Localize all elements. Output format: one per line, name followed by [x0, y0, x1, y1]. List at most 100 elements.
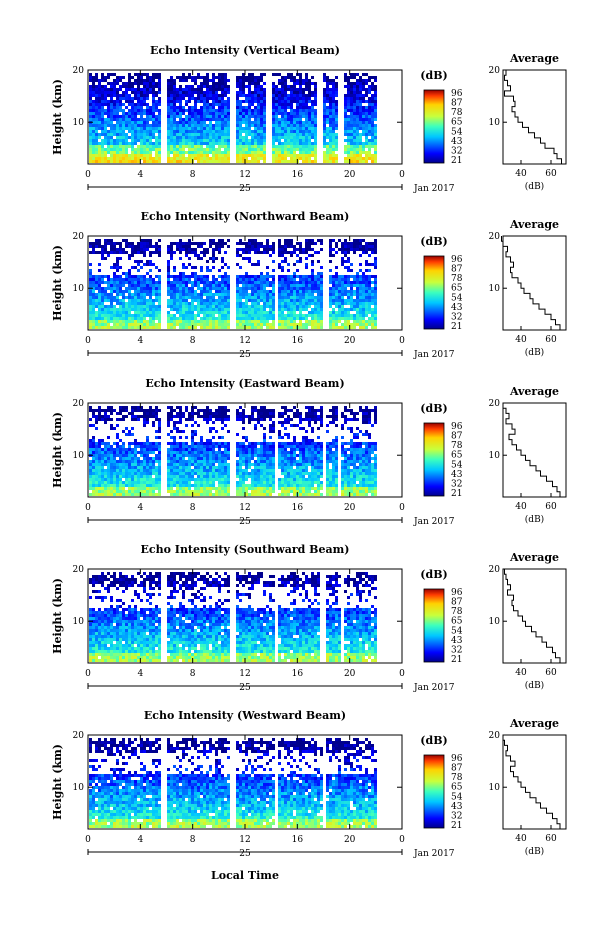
heatmap-cell — [227, 266, 230, 269]
heatmap-cell — [227, 326, 230, 329]
heatmap-cell — [362, 320, 365, 323]
heatmap-cell — [260, 118, 263, 121]
heatmap-cell — [335, 100, 338, 103]
heatmap-cell — [107, 326, 110, 329]
heatmap-cell — [263, 296, 266, 299]
heatmap-cell — [137, 154, 140, 157]
heatmap-cell — [122, 103, 125, 106]
heatmap-cell — [356, 317, 359, 320]
heatmap-cell — [140, 266, 143, 269]
heatmap-cell — [329, 106, 332, 109]
heatmap-cell — [254, 79, 257, 82]
heatmap-cell — [359, 293, 362, 296]
heatmap-cell — [143, 445, 146, 448]
heatmap-cell — [149, 490, 152, 493]
heatmap-cell — [368, 287, 371, 290]
heatmap-cell — [194, 106, 197, 109]
heatmap-cell — [317, 287, 320, 290]
heatmap-cell — [134, 326, 137, 329]
heatmap-cell — [248, 154, 251, 157]
heatmap-cell — [89, 85, 92, 88]
heatmap-cell — [245, 251, 248, 254]
heatmap-cell — [194, 115, 197, 118]
heatmap-cell — [248, 145, 251, 148]
heatmap-cell — [176, 121, 179, 124]
heatmap-cell — [221, 118, 224, 121]
heatmap-cell — [185, 142, 188, 145]
heatmap-cell — [248, 127, 251, 130]
heatmap-cell — [137, 242, 140, 245]
heatmap-cell — [104, 251, 107, 254]
heatmap-cell — [344, 323, 347, 326]
heatmap-cell — [89, 269, 92, 272]
heatmap-cell — [194, 145, 197, 148]
heatmap-cell — [347, 136, 350, 139]
heatmap-cell — [248, 248, 251, 251]
heatmap-cell — [227, 296, 230, 299]
heatmap-cell — [176, 151, 179, 154]
heatmap-cell — [284, 278, 287, 281]
heatmap-cell — [227, 100, 230, 103]
heatmap-cell — [254, 326, 257, 329]
heatmap-cell — [347, 248, 350, 251]
heatmap-cell — [368, 269, 371, 272]
heatmap-cell — [281, 248, 284, 251]
heatmap-cell — [212, 106, 215, 109]
heatmap-cell — [224, 148, 227, 151]
heatmap-cell — [200, 257, 203, 260]
heatmap-cell — [212, 160, 215, 163]
heatmap-cell — [152, 412, 155, 415]
heatmap-cell — [98, 469, 101, 472]
heatmap-cell — [158, 79, 161, 82]
heatmap-cell — [368, 281, 371, 284]
heatmap-cell — [167, 460, 170, 463]
heatmap-cell — [236, 248, 239, 251]
heatmap-cell — [302, 317, 305, 320]
heatmap-cell — [317, 299, 320, 302]
heatmap-cell — [224, 121, 227, 124]
heatmap-cell — [260, 320, 263, 323]
heatmap-cell — [89, 290, 92, 293]
heatmap-cell — [299, 308, 302, 311]
heatmap-cell — [95, 242, 98, 245]
heatmap-cell — [119, 103, 122, 106]
heatmap-cell — [359, 323, 362, 326]
heatmap-cell — [314, 296, 317, 299]
heatmap-cell — [188, 281, 191, 284]
heatmap-cell — [155, 115, 158, 118]
heatmap-cell — [122, 442, 125, 445]
heatmap-cell — [140, 94, 143, 97]
heatmap-cell — [92, 76, 95, 79]
heatmap-cell — [335, 287, 338, 290]
heatmap-cell — [341, 299, 344, 302]
heatmap-cell — [224, 73, 227, 76]
heatmap-cell — [113, 481, 116, 484]
heatmap-cell — [320, 287, 323, 290]
heatmap-cell — [107, 299, 110, 302]
heatmap-cell — [122, 91, 125, 94]
heatmap-cell — [176, 317, 179, 320]
heatmap-cell — [92, 118, 95, 121]
heatmap-cell — [137, 260, 140, 263]
heatmap-cell — [206, 133, 209, 136]
heatmap-cell — [101, 121, 104, 124]
heatmap-cell — [131, 97, 134, 100]
heatmap-cell — [125, 478, 128, 481]
heatmap-cell — [155, 475, 158, 478]
heatmap-cell — [272, 305, 275, 308]
heatmap-cell — [302, 133, 305, 136]
heatmap-cell — [242, 148, 245, 151]
heatmap-cell — [143, 121, 146, 124]
heatmap-cell — [173, 136, 176, 139]
heatmap-cell — [197, 299, 200, 302]
heatmap-cell — [242, 257, 245, 260]
heatmap-cell — [332, 148, 335, 151]
heatmap-cell — [185, 79, 188, 82]
heatmap-cell — [185, 145, 188, 148]
heatmap-cell — [119, 290, 122, 293]
heatmap-cell — [332, 154, 335, 157]
heatmap-cell — [266, 299, 269, 302]
heatmap-cell — [101, 88, 104, 91]
heatmap-cell — [278, 242, 281, 245]
heatmap-cell — [125, 100, 128, 103]
